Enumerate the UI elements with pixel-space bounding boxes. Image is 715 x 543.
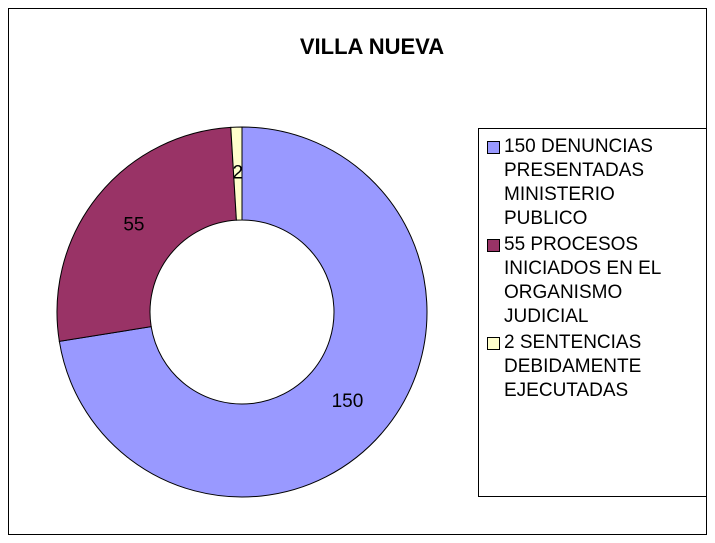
- legend-label: 150 DENUNCIAS PRESENTADAS MINISTERIO PUB…: [504, 136, 653, 229]
- legend-entry: 55 PROCESOS INICIADOS EN EL ORGANISMO JU…: [487, 233, 702, 329]
- legend-label: 2 SENTENCIAS DEBIDAMENTE EJECUTADAS: [504, 332, 642, 401]
- data-label: 150: [332, 391, 364, 412]
- legend-label: 55 PROCESOS INICIADOS EN EL ORGANISMO JU…: [504, 234, 661, 327]
- legend-swatch: [487, 141, 500, 154]
- donut-slice: [230, 126, 243, 221]
- legend: 150 DENUNCIAS PRESENTADAS MINISTERIO PUB…: [478, 128, 707, 497]
- data-label: 55: [123, 214, 144, 235]
- chart-title: VILLA NUEVA: [300, 34, 444, 59]
- legend-swatch: [487, 337, 500, 350]
- donut-slice: [58, 126, 428, 498]
- donut-slice: [56, 126, 237, 342]
- data-label: 2: [233, 163, 244, 184]
- legend-entry: 150 DENUNCIAS PRESENTADAS MINISTERIO PUB…: [487, 135, 702, 231]
- legend-entry: 2 SENTENCIAS DEBIDAMENTE EJECUTADAS: [487, 331, 702, 403]
- legend-swatch: [487, 239, 500, 252]
